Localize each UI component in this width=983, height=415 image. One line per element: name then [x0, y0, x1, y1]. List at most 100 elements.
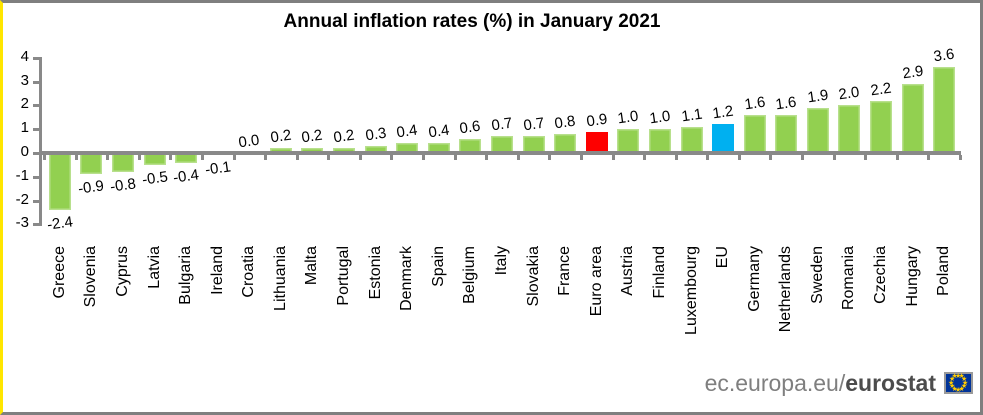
- bar-austria: [617, 129, 640, 153]
- flag-star-icon: ★: [955, 386, 962, 394]
- y-axis-tick: [33, 223, 40, 227]
- bar-denmark: [396, 143, 419, 153]
- y-axis-tick: [33, 80, 40, 84]
- x-axis-tick: [43, 155, 46, 160]
- chart-title: Annual inflation rates (%) in January 20…: [283, 11, 661, 32]
- x-axis-tick: [864, 155, 868, 160]
- flag-star-icon: ★: [951, 385, 958, 393]
- bar-sweden: [806, 107, 829, 153]
- x-axis-tick: [453, 155, 457, 160]
- bar-value-label: 3.6: [932, 45, 956, 66]
- bar-portugal: [333, 148, 356, 153]
- y-axis-tick-label: 2: [20, 95, 29, 113]
- category-label: Austria: [619, 246, 637, 296]
- category-label: Poland: [935, 246, 953, 296]
- bar-value-label: -2.4: [45, 213, 74, 234]
- category-label: Finland: [650, 246, 668, 299]
- bar-bulgaria: [175, 153, 198, 163]
- category-label: Lithuania: [271, 246, 289, 311]
- flag-star-icon: ★: [955, 372, 962, 380]
- bar-euro-area: [585, 131, 608, 153]
- flag-star-icon: ★: [948, 379, 955, 387]
- y-axis-tick: [33, 175, 40, 179]
- x-axis-tick: [264, 155, 268, 160]
- x-axis-tick: [106, 155, 110, 160]
- bar-france: [554, 133, 577, 153]
- category-label: Romania: [840, 246, 858, 311]
- bar-slovenia: [80, 153, 103, 175]
- category-label: Denmark: [398, 246, 416, 311]
- category-label: Estonia: [366, 246, 384, 300]
- category-label: Euro area: [587, 246, 605, 317]
- y-axis-tick: [33, 56, 40, 60]
- flag-star-icon: ★: [962, 379, 969, 387]
- x-axis-tick: [327, 155, 331, 160]
- category-label: Sweden: [808, 246, 826, 304]
- x-axis-tick: [927, 155, 931, 160]
- bar-lithuania: [269, 148, 292, 153]
- bar-netherlands: [775, 114, 798, 153]
- y-axis-tick: [33, 152, 40, 155]
- flag-star-icon: ★: [951, 373, 958, 381]
- bar-romania: [838, 105, 861, 153]
- bar-germany: [743, 114, 766, 153]
- y-axis-tick-label: 4: [20, 47, 29, 65]
- category-label: Czechia: [872, 246, 890, 304]
- eu-flag-icon: ★ ★ ★ ★ ★ ★ ★ ★ ★ ★ ★ ★: [944, 372, 973, 394]
- category-label: Greece: [50, 246, 68, 299]
- category-label: Cyprus: [113, 246, 131, 297]
- category-label: Portugal: [335, 246, 353, 306]
- category-label: Belgium: [461, 246, 479, 304]
- y-axis-line: [39, 57, 42, 226]
- bar-poland: [933, 67, 956, 153]
- x-axis-tick: [358, 155, 362, 160]
- category-label: Ireland: [208, 246, 226, 295]
- y-axis-tick-label: 1: [20, 119, 29, 137]
- category-label: Netherlands: [777, 246, 795, 333]
- bar-greece: [48, 153, 71, 211]
- x-axis-tick: [801, 155, 805, 160]
- x-axis-tick: [611, 155, 615, 160]
- x-axis-tick: [548, 155, 552, 160]
- y-axis-tick-label: -3: [15, 214, 29, 232]
- bar-cyprus: [111, 153, 134, 173]
- x-axis-tick: [895, 155, 899, 160]
- bar-italy: [491, 136, 513, 153]
- category-label: Luxembourg: [682, 246, 700, 335]
- flag-star-icon: ★: [958, 385, 965, 393]
- footer-brand-text: eurostat: [845, 370, 936, 396]
- bar-malta: [301, 148, 324, 153]
- bar-luxembourg: [680, 126, 703, 153]
- category-label: Malta: [303, 246, 321, 286]
- category-label: EU: [714, 246, 732, 269]
- x-axis-tick: [74, 155, 78, 160]
- x-axis-tick: [579, 155, 583, 160]
- bar-belgium: [459, 138, 482, 153]
- category-label: France: [556, 246, 574, 296]
- bar-czechia: [870, 100, 893, 153]
- y-axis-tick: [33, 199, 40, 203]
- bar-latvia: [143, 153, 166, 165]
- category-label: Italy: [492, 246, 510, 276]
- bar-estonia: [364, 145, 387, 153]
- category-label: Hungary: [903, 246, 921, 307]
- bar-hungary: [901, 83, 924, 153]
- x-axis-tick: [137, 155, 141, 160]
- x-axis-tick: [643, 155, 647, 160]
- x-axis-tick: [516, 155, 520, 160]
- x-axis-tick: [232, 155, 236, 160]
- category-label: Croatia: [240, 246, 258, 298]
- bar-finland: [648, 129, 671, 153]
- bar-eu: [712, 124, 735, 153]
- x-axis-tick: [422, 155, 426, 160]
- flag-star-icon: ★: [948, 383, 956, 390]
- x-axis-tick: [674, 155, 678, 160]
- category-label: Slovakia: [524, 246, 542, 307]
- y-axis-tick-label: 0: [20, 143, 29, 160]
- x-axis-tick: [390, 155, 394, 160]
- y-axis-tick: [33, 128, 40, 132]
- category-label: Spain: [429, 246, 447, 287]
- footer-url-text: ec.europa.eu/: [704, 370, 846, 396]
- category-label: Latvia: [145, 246, 163, 289]
